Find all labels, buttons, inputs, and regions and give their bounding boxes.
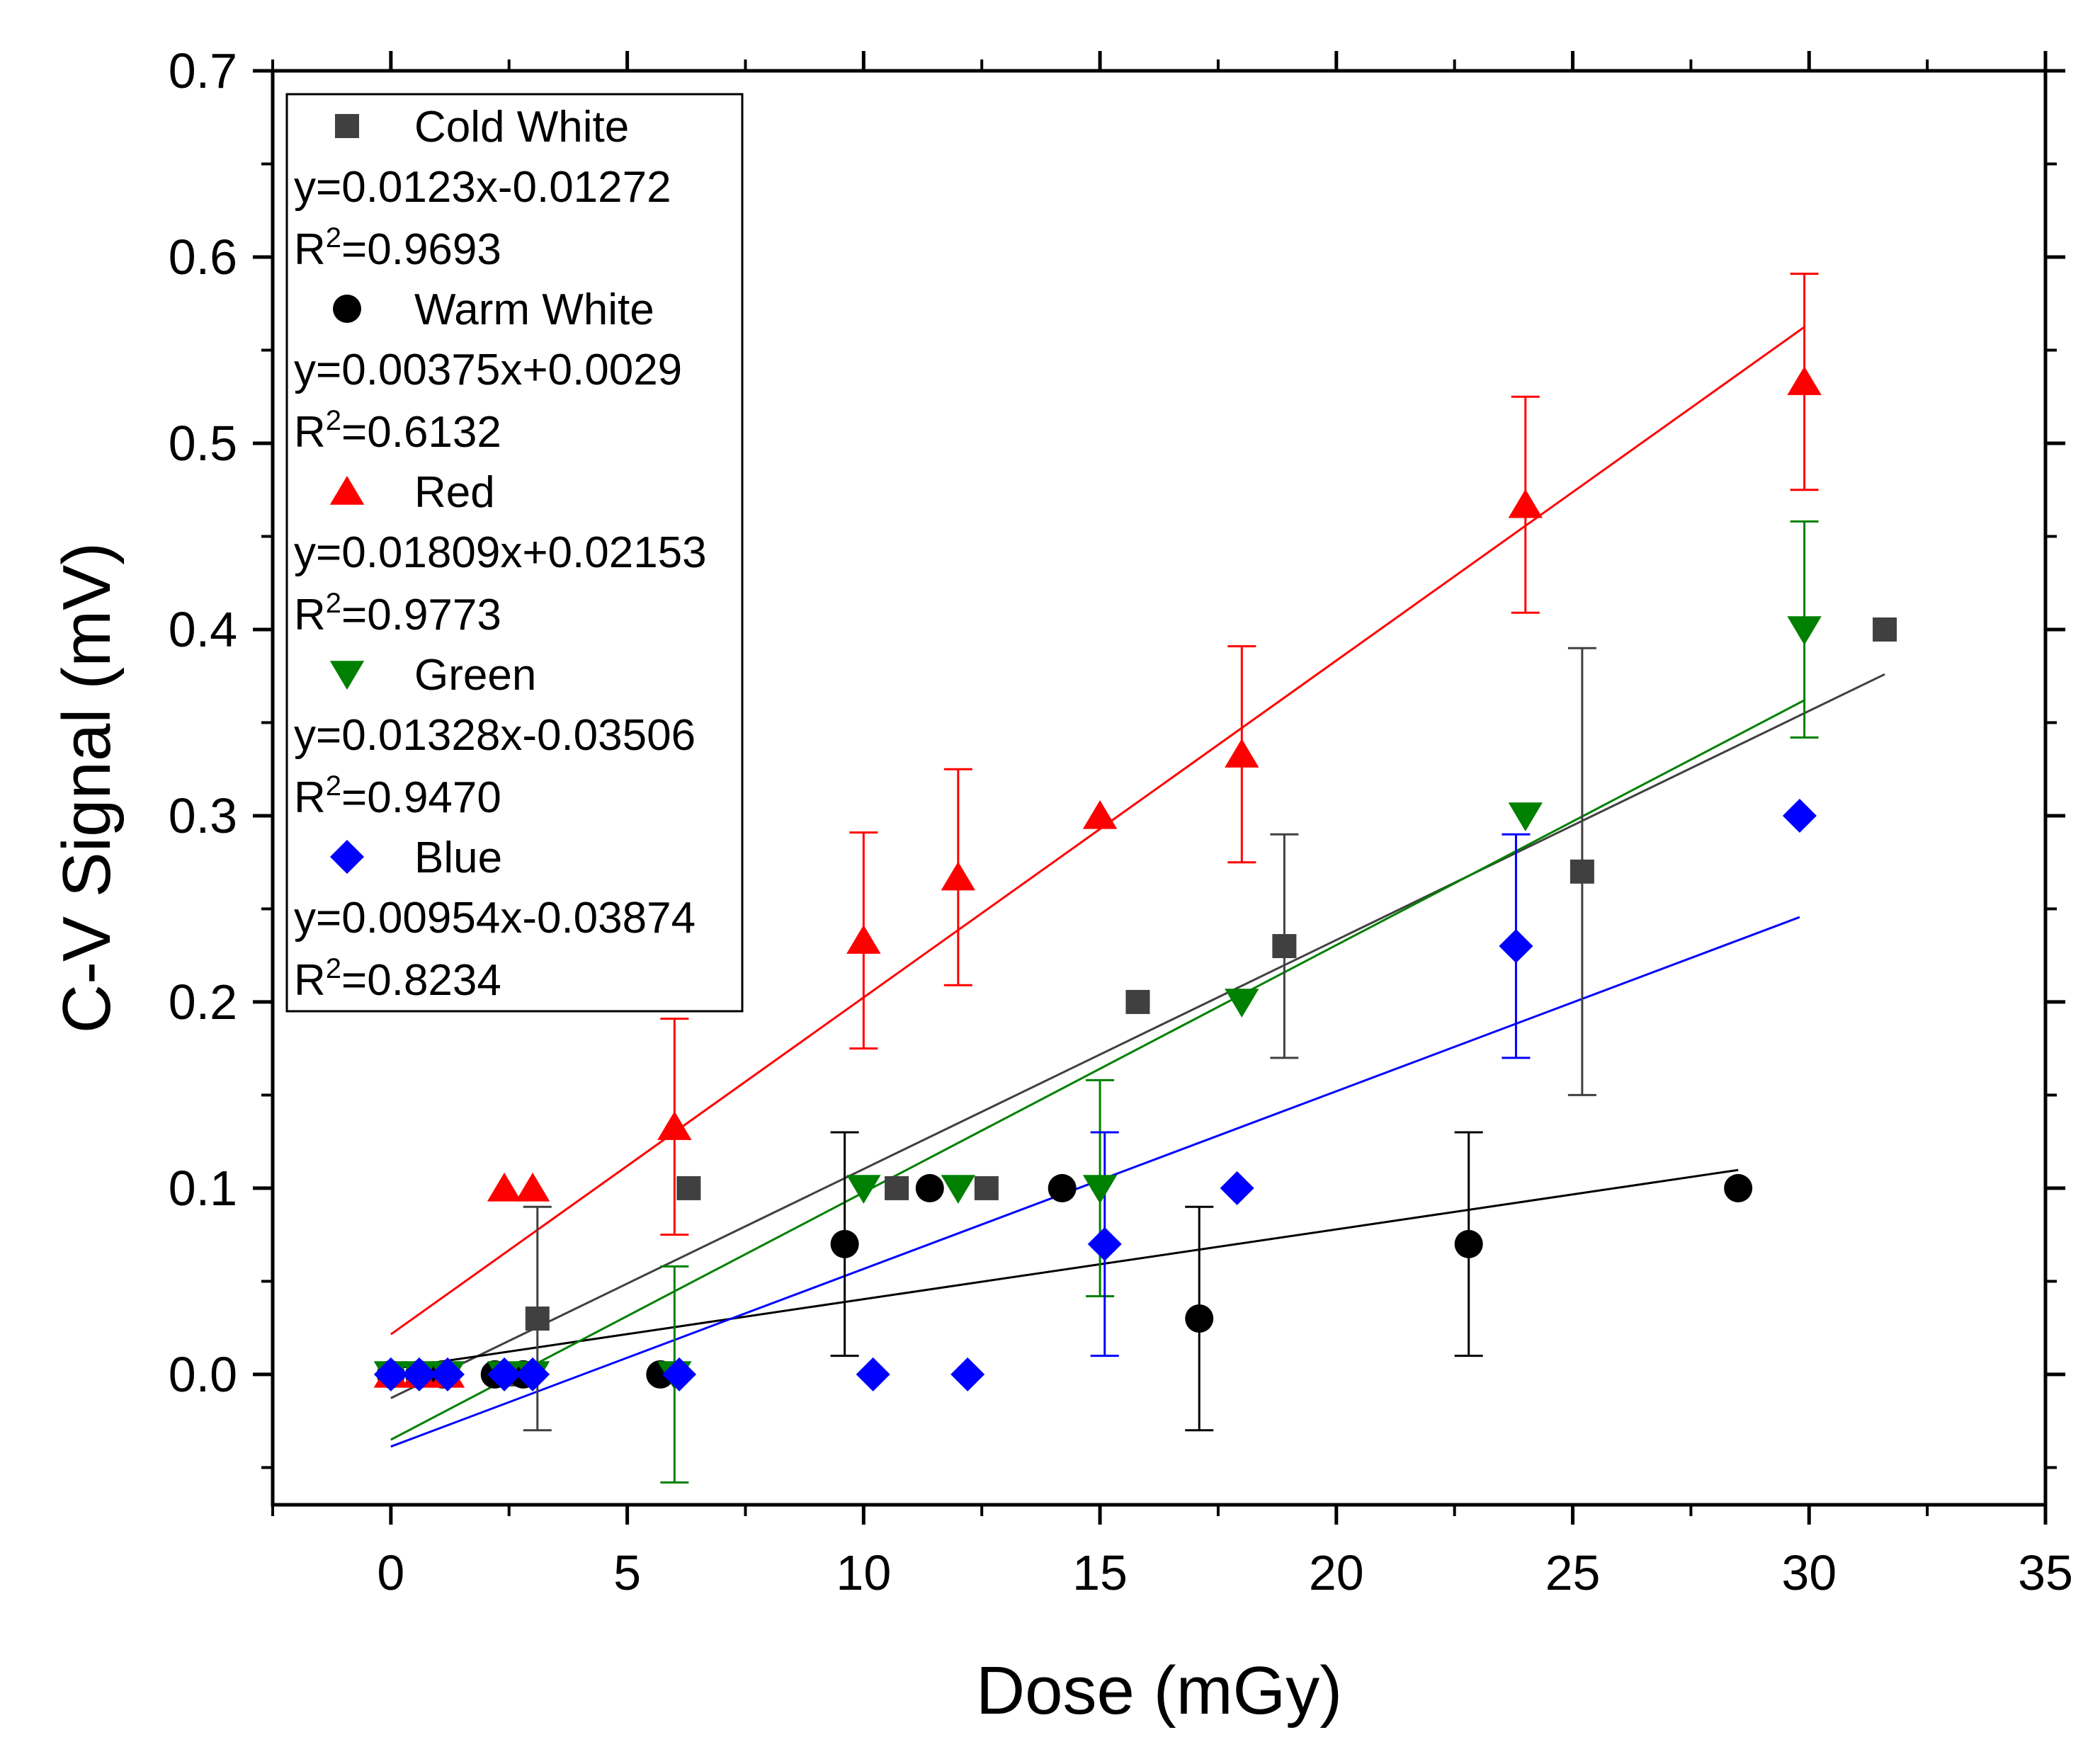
legend-r2-blue: R2=0.8234: [294, 953, 501, 1005]
legend-equation-green: y=0.01328x-0.03506: [294, 711, 696, 760]
data-point-red: [487, 1172, 522, 1202]
data-point-cold-white: [1570, 859, 1594, 884]
y-tick-label: 0.2: [169, 974, 237, 1030]
data-point-blue: [662, 1357, 697, 1391]
y-tick-label: 0.0: [169, 1347, 237, 1402]
x-tick-label: 5: [613, 1545, 641, 1600]
legend-marker-blue: [330, 840, 364, 874]
legend-box: [285, 93, 744, 1013]
legend-r2-green: R2=0.9470: [294, 770, 501, 822]
legend-equation-warm-white: y=0.00375x+0.0029: [294, 346, 682, 394]
legend-label-cold-white: Cold White: [414, 103, 629, 152]
data-point-blue: [487, 1357, 522, 1391]
data-point-green: [1787, 616, 1822, 645]
legend-label-red: Red: [414, 468, 495, 517]
data-point-red: [1508, 489, 1543, 518]
x-tick-label: 30: [1781, 1545, 1837, 1600]
fit-line-warm-white: [390, 1168, 1739, 1370]
plot-frame: [271, 69, 2048, 1507]
y-tick-label: 0.7: [169, 43, 237, 98]
data-point-cold-white: [885, 1175, 909, 1200]
data-point-green: [1508, 802, 1543, 831]
x-tick-label: 15: [1072, 1545, 1128, 1600]
data-point-blue: [402, 1357, 436, 1391]
data-point-blue: [1782, 798, 1817, 833]
data-point-cold-white: [1125, 989, 1150, 1014]
data-point-green: [941, 1175, 976, 1204]
legend-r2-warm-white: R2=0.6132: [294, 405, 501, 457]
y-tick-label: 0.5: [169, 416, 237, 471]
data-point-red: [846, 925, 881, 954]
data-point-red: [1225, 739, 1259, 768]
data-point-warm-white: [1454, 1229, 1483, 1258]
data-point-blue: [430, 1357, 465, 1391]
data-point-green: [846, 1175, 881, 1204]
plot-area: [373, 273, 1897, 1484]
y-tick-label: 0.1: [169, 1161, 237, 1216]
data-point-red: [657, 1111, 692, 1140]
legend-label-warm-white: Warm White: [414, 285, 654, 334]
legend-r2-cold-white: R2=0.9693: [294, 222, 501, 274]
data-point-cold-white: [676, 1175, 701, 1200]
data-point-red: [515, 1172, 550, 1202]
legend: Cold White y=0.0123x-0.01272 R2=0.9693 Warm…: [285, 93, 744, 1013]
y-tick-label: 0.6: [169, 229, 237, 285]
data-point-blue: [856, 1357, 890, 1391]
data-point-blue: [950, 1357, 985, 1391]
legend-equation-red: y=0.01809x+0.02153: [294, 528, 707, 577]
data-point-blue: [1220, 1171, 1254, 1205]
legend-label-blue: Blue: [414, 833, 502, 882]
data-point-red: [941, 861, 976, 891]
data-point-green: [1225, 989, 1259, 1018]
data-point-green: [1082, 1175, 1118, 1204]
x-tick-label: 25: [1545, 1545, 1601, 1600]
axes: 0 5 10 15 20 25 30 35 0.0 0.1 0.2 0.3 0.4 0.5 0.6 0.7 Do…: [49, 43, 2073, 1729]
data-point-blue: [1499, 929, 1533, 964]
x-tick-label: 0: [377, 1545, 404, 1600]
data-point-warm-white: [1048, 1173, 1077, 1202]
fit-line-green: [390, 699, 1805, 1441]
fit-line-cold-white: [390, 673, 1885, 1399]
legend-equation-cold-white: y=0.0123x-0.01272: [294, 163, 671, 212]
data-point-blue: [1087, 1226, 1122, 1261]
x-tick-label: 20: [1309, 1545, 1364, 1600]
legend-marker-cold-white: [335, 114, 359, 138]
fit-line-red: [390, 326, 1805, 1336]
data-point-red: [1787, 366, 1822, 395]
data-point-red: [1082, 799, 1118, 829]
legend-label-green: Green: [414, 651, 536, 700]
legend-marker-warm-white: [333, 295, 361, 323]
data-point-blue: [516, 1357, 550, 1391]
y-tick-label: 0.4: [169, 602, 237, 657]
data-point-warm-white: [1724, 1173, 1753, 1202]
legend-marker-green: [329, 661, 365, 690]
data-point-cold-white: [525, 1307, 550, 1331]
data-point-warm-white: [830, 1229, 859, 1258]
legend-equation-blue: y=0.00954x-0.03874: [294, 894, 696, 943]
legend-r2-red: R2=0.9773: [294, 588, 501, 639]
data-point-cold-white: [1873, 617, 1897, 642]
legend-marker-red: [329, 476, 365, 505]
x-tick-label: 10: [836, 1545, 891, 1600]
data-point-warm-white: [1185, 1304, 1214, 1333]
x-tick-label: 35: [2018, 1545, 2073, 1600]
data-point-warm-white: [915, 1173, 944, 1202]
data-point-cold-white: [974, 1175, 999, 1200]
data-point-cold-white: [1272, 934, 1297, 959]
y-tick-label: 0.3: [169, 788, 237, 843]
x-axis-title: Dose (mGy): [976, 1653, 1342, 1729]
data-point-blue: [373, 1357, 408, 1391]
y-axis-title: C-V Signal (mV): [49, 542, 125, 1033]
